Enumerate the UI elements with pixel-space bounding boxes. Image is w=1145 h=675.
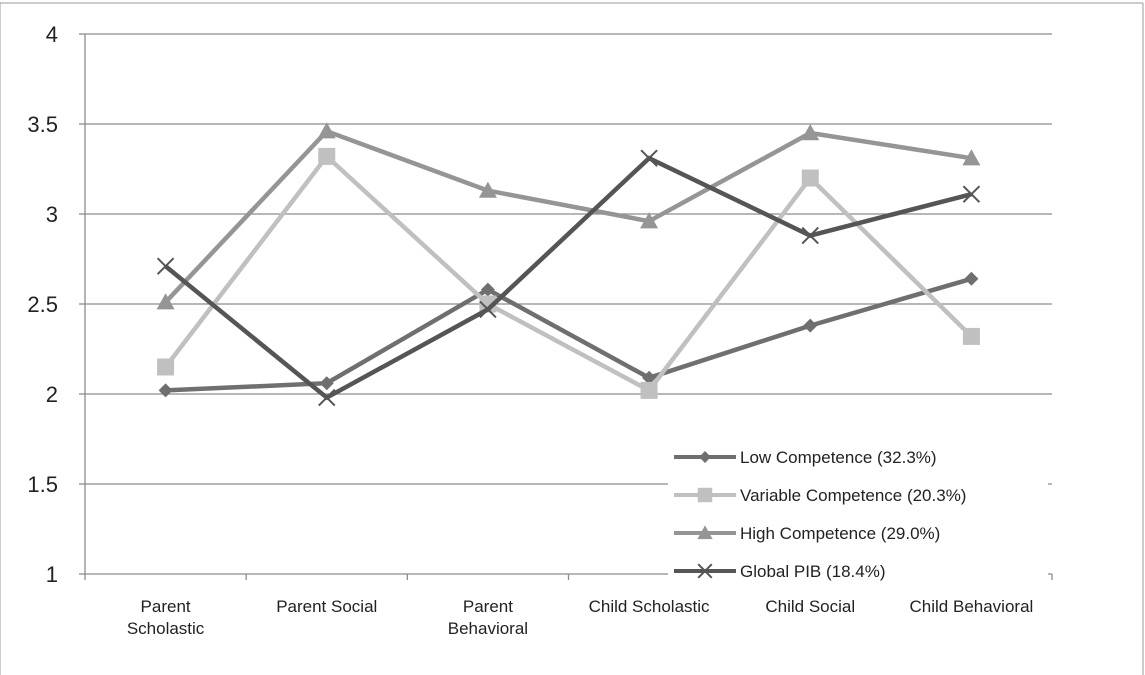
data-point	[962, 327, 980, 345]
y-tick-label: 2.5	[27, 292, 58, 317]
series-2	[157, 147, 980, 399]
data-point	[318, 388, 336, 407]
data-point	[156, 257, 175, 275]
y-tick-label: 3	[46, 202, 58, 227]
series-line	[163, 153, 973, 394]
legend-label: Low Competence (32.3%)	[740, 448, 937, 467]
x-tick-label: Parent Social	[276, 597, 377, 616]
y-tick-label: 1.5	[27, 472, 58, 497]
legend-box	[668, 437, 1048, 595]
legend-marker	[697, 563, 713, 579]
series-3	[156, 122, 981, 310]
data-point	[640, 212, 659, 229]
x-axis-tick-labels: Parent Scholastic Parent Social Parent Behav…	[127, 597, 1033, 638]
series-layer	[156, 122, 981, 407]
series-line	[165, 276, 973, 393]
y-tick-label: 4	[46, 22, 58, 47]
data-point	[479, 300, 497, 319]
data-point	[640, 149, 658, 167]
data-point	[158, 383, 173, 398]
data-point	[478, 181, 497, 198]
legend-label: High Competence (29.0%)	[740, 524, 940, 543]
x-marker-stroke	[640, 149, 658, 167]
x-marker-stroke	[479, 300, 497, 319]
data-point	[801, 169, 819, 187]
data-point	[480, 282, 495, 297]
x-tick-label: Parent Behavioral	[448, 597, 528, 638]
x-marker-stroke	[962, 185, 981, 203]
data-point	[962, 149, 981, 166]
x-tick-label: Child Behavioral	[910, 597, 1034, 616]
series-1	[158, 271, 979, 398]
y-tick-label: 3.5	[27, 112, 58, 137]
legend-label: Global PIB (18.4%)	[740, 562, 886, 581]
x-marker-stroke	[801, 226, 819, 245]
data-point	[962, 185, 981, 203]
legend-label: Variable Competence (20.3%)	[740, 486, 966, 505]
data-point	[156, 293, 175, 310]
x-tick-label: Child Scholastic	[589, 597, 710, 616]
legend-item: Variable Competence (20.3%)	[674, 486, 966, 505]
data-point	[803, 318, 818, 333]
x-marker-stroke	[697, 563, 713, 579]
data-point	[640, 381, 658, 399]
series-4	[156, 149, 981, 407]
data-point	[801, 124, 820, 141]
legend-marker	[699, 451, 711, 463]
data-point	[318, 147, 336, 165]
series-line	[163, 128, 972, 304]
data-point	[801, 226, 819, 245]
x-marker-stroke	[318, 388, 336, 407]
data-point	[319, 376, 334, 391]
data-point	[642, 370, 657, 385]
legend-item: Global PIB (18.4%)	[674, 562, 886, 581]
legend: Low Competence (32.3%) Variable Competenc…	[668, 437, 1048, 595]
x-marker-stroke	[156, 257, 175, 275]
data-point	[317, 122, 336, 139]
legend-marker	[697, 487, 713, 503]
legend-marker	[697, 525, 713, 540]
data-point	[157, 358, 175, 376]
y-tick-label: 1	[46, 562, 58, 587]
x-tick-label: Child Social	[765, 597, 855, 616]
y-tick-label: 2	[46, 382, 58, 407]
x-tick-label: Parent Scholastic	[127, 597, 205, 638]
series-line	[164, 155, 972, 401]
y-axis-tick-labels: 1 1.5 2 2.5 3 3.5 4	[27, 22, 58, 587]
data-point	[964, 271, 979, 286]
legend-item: High Competence (29.0%)	[674, 524, 940, 543]
gridlines	[85, 33, 1052, 485]
legend-item: Low Competence (32.3%)	[674, 448, 937, 467]
